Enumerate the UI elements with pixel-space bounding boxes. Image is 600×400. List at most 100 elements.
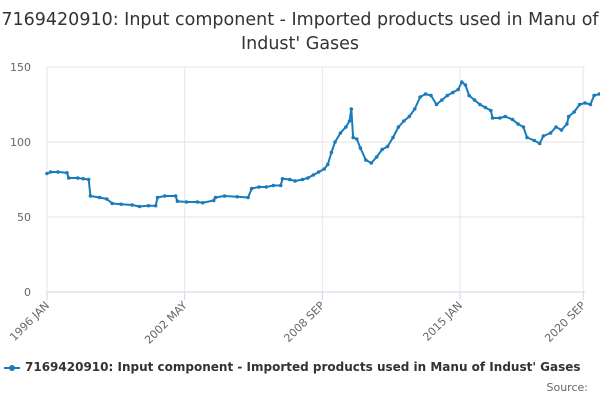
data-point[interactable] [516,122,520,126]
data-point[interactable] [429,93,433,98]
data-point[interactable] [146,203,151,208]
data-point[interactable] [264,185,268,189]
data-point[interactable] [200,200,205,205]
data-point[interactable] [391,135,395,140]
data-point[interactable] [311,173,316,177]
data-point[interactable] [155,195,160,200]
data-point[interactable] [300,177,305,182]
data-point[interactable] [434,102,439,107]
data-point[interactable] [503,114,508,119]
data-point[interactable] [478,102,482,107]
data-point[interactable] [278,183,283,188]
data-point[interactable] [280,176,285,181]
data-point[interactable] [86,177,91,182]
data-point[interactable] [184,200,189,204]
data-point[interactable] [467,93,471,98]
data-point[interactable] [66,176,71,180]
data-point[interactable] [572,110,576,114]
data-point[interactable] [153,203,158,208]
data-point[interactable] [347,119,352,123]
data-point[interactable] [97,195,102,200]
data-point[interactable] [358,146,363,150]
data-point[interactable] [213,195,218,200]
data-point[interactable] [440,98,444,102]
data-point[interactable] [287,177,292,182]
data-point[interactable] [338,131,343,135]
data-point[interactable] [597,92,600,96]
data-point[interactable] [349,107,354,111]
data-point[interactable] [460,80,464,84]
data-point[interactable] [364,158,368,162]
data-point[interactable] [88,194,93,198]
data-point[interactable] [81,176,86,181]
data-point[interactable] [246,195,250,200]
data-point[interactable] [351,135,355,140]
data-point[interactable] [490,116,495,120]
data-point[interactable] [374,155,379,159]
data-point[interactable] [65,170,69,175]
data-point[interactable] [130,203,134,207]
data-point[interactable] [316,170,321,174]
data-point[interactable] [472,98,477,102]
data-point[interactable] [525,135,529,140]
data-point[interactable] [445,93,450,98]
data-point[interactable] [369,161,374,165]
data-point[interactable] [271,183,276,188]
data-point[interactable] [162,194,167,198]
legend[interactable]: 7169420910: Input component - Imported p… [4,360,600,374]
data-point[interactable] [56,170,60,174]
data-point[interactable] [537,141,542,146]
data-point[interactable] [498,116,502,120]
data-point[interactable] [418,95,422,99]
data-point[interactable] [306,176,310,180]
data-point[interactable] [565,122,569,126]
data-point[interactable] [554,125,558,129]
data-point[interactable] [548,131,553,135]
data-point[interactable] [333,140,337,144]
data-point[interactable] [407,114,412,119]
data-point[interactable] [137,204,142,209]
data-point[interactable] [45,171,49,176]
data-point[interactable] [412,107,417,111]
data-point[interactable] [249,186,254,191]
data-point[interactable] [566,114,571,119]
data-point[interactable] [322,167,326,171]
data-point[interactable] [450,90,455,95]
data-point[interactable] [195,200,200,204]
data-point[interactable] [577,102,582,107]
data-point[interactable] [380,147,384,152]
data-point[interactable] [396,125,401,129]
data-point[interactable] [75,176,80,180]
data-point[interactable] [222,194,227,198]
data-point[interactable] [489,108,493,113]
data-point[interactable] [385,144,390,149]
data-point[interactable] [583,101,587,105]
data-point[interactable] [329,150,334,155]
data-point[interactable] [110,201,115,206]
data-point[interactable] [257,185,261,189]
data-point[interactable] [423,92,428,96]
data-point[interactable] [48,170,53,174]
data-point[interactable] [325,162,330,167]
data-point[interactable] [532,138,537,143]
data-point[interactable] [456,87,460,92]
data-point[interactable] [541,134,546,138]
data-point[interactable] [293,179,297,183]
data-point[interactable] [463,83,468,87]
data-point[interactable] [119,202,124,207]
data-point[interactable] [521,125,526,129]
data-point[interactable] [402,119,406,123]
data-point[interactable] [104,197,109,201]
data-point[interactable] [483,105,488,110]
data-point[interactable] [173,194,178,198]
data-point[interactable] [175,199,180,204]
data-point[interactable] [510,117,515,122]
data-point[interactable] [588,102,593,107]
data-point[interactable] [354,137,359,141]
data-point[interactable] [559,128,564,132]
data-point[interactable] [592,93,596,98]
data-point[interactable] [344,125,348,129]
y-tick-label: 150 [10,61,31,74]
data-point[interactable] [211,198,216,203]
data-point[interactable] [235,194,240,199]
